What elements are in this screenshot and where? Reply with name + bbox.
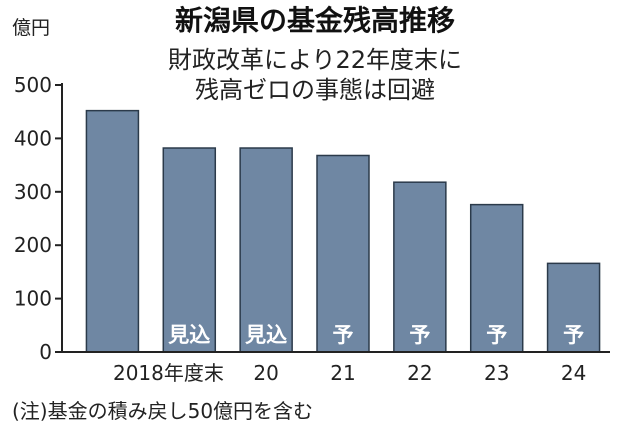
bar-annotations: 見込 見込 予 予 予 予: [168, 323, 584, 347]
x-tick-label: 23: [484, 361, 509, 385]
x-tick-label: 2018年度末: [113, 361, 224, 385]
chart-title: 新潟県の基金残高推移: [175, 4, 455, 37]
chart-subtitle-line-1: 財政改革により22年度末に: [168, 46, 462, 74]
y-axis-ticks: 0 100 200 300 400 500: [14, 73, 62, 364]
x-tick-label: 24: [561, 361, 586, 385]
y-tick-label: 300: [14, 180, 52, 204]
y-axis-unit-label: 億円: [12, 17, 50, 39]
chart-subtitle-line-2: 残高ゼロの事態は回避: [195, 76, 435, 104]
bar-annotation: 予: [409, 323, 430, 347]
bar: [239, 147, 293, 353]
bar: [85, 109, 140, 353]
bar: [469, 203, 524, 353]
y-tick-label: 0: [39, 340, 52, 364]
bar-annotation: 予: [486, 323, 507, 347]
bar: [162, 147, 217, 353]
bar-annotation: 見込: [168, 323, 210, 347]
y-tick-label: 200: [14, 233, 52, 257]
x-tick-label: 21: [330, 361, 355, 385]
x-tick-label: 22: [407, 361, 432, 385]
bar: [393, 181, 447, 353]
bar: [546, 262, 601, 353]
bar-annotation: 見込: [245, 323, 287, 347]
chart-footnote: (注)基金の積み戻し50億円を含む: [12, 399, 313, 423]
y-tick-label: 100: [14, 287, 52, 311]
y-tick-label: 500: [14, 73, 52, 97]
bars: [85, 109, 601, 353]
y-tick-label: 400: [14, 126, 52, 150]
x-axis-ticks: 2018年度末 20 21 22 23 24: [113, 361, 586, 385]
bar-annotation: 予: [333, 323, 354, 347]
bar-annotation: 予: [563, 323, 584, 347]
x-tick-label: 20: [253, 361, 278, 385]
